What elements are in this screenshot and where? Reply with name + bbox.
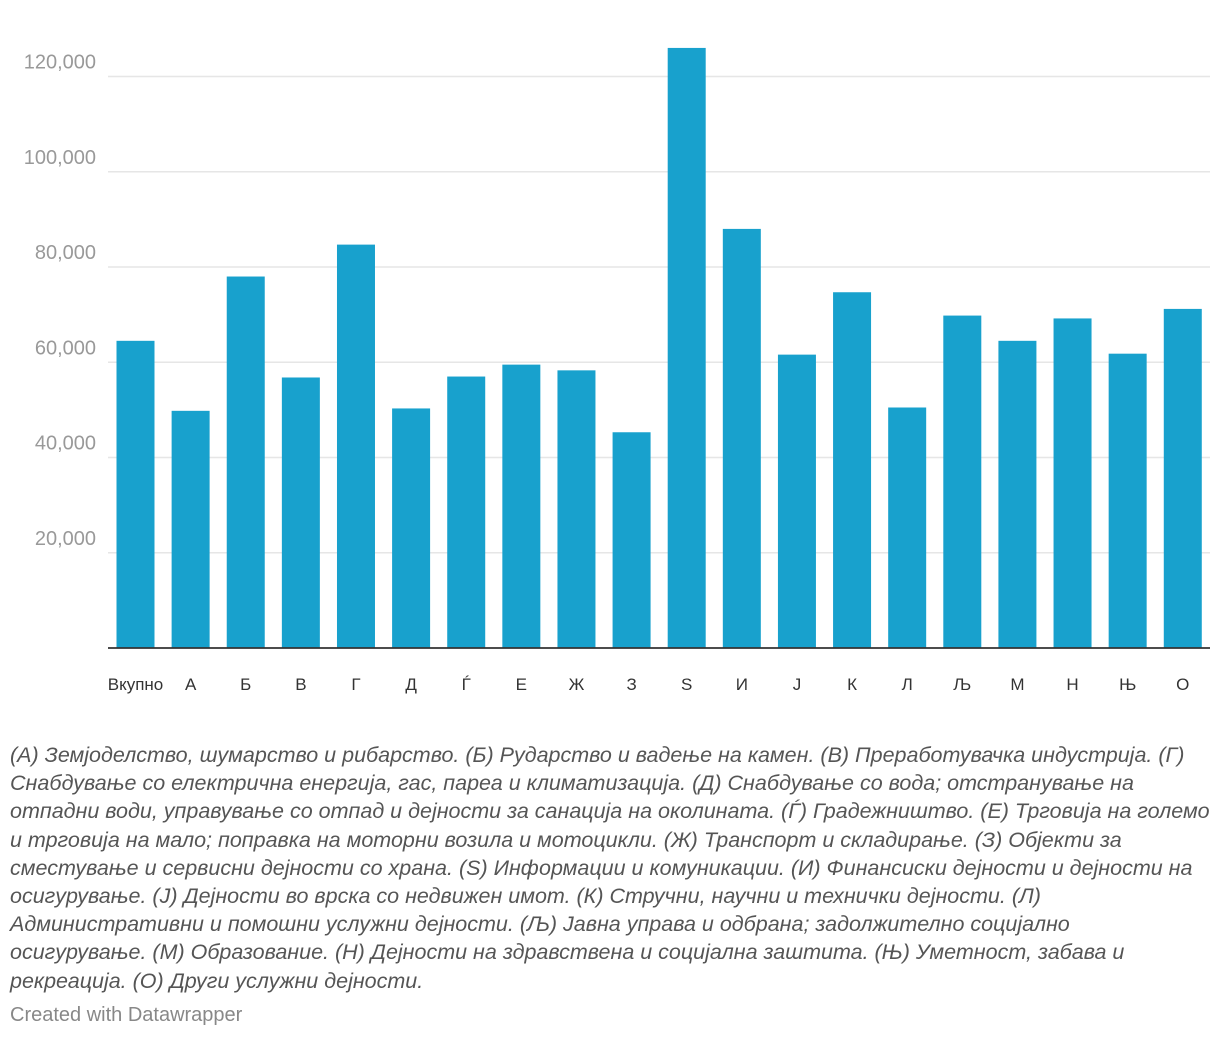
bar-12[interactable]	[777, 354, 816, 648]
y-tick-label: 120,000	[24, 52, 96, 74]
bar-10[interactable]	[667, 47, 706, 649]
x-axis-labels: Вкупно А Б В Г Д Ѓ Е Ж З S И Ј К Л Љ М Н Њ О	[108, 675, 1190, 694]
bar-18[interactable]	[1108, 353, 1147, 648]
bar-4[interactable]	[336, 244, 375, 648]
x-category-label: Љ	[953, 675, 971, 694]
bar-14[interactable]	[888, 407, 927, 648]
datawrapper-credit[interactable]: Created with Datawrapper	[10, 1004, 243, 1026]
x-category-label: Д	[405, 675, 417, 694]
x-category-label: Л	[902, 675, 913, 694]
x-category-label: Ж	[569, 675, 585, 694]
bar-17[interactable]	[1053, 318, 1092, 648]
x-category-label: К	[847, 675, 857, 694]
x-category-label: А	[185, 675, 197, 694]
bar-9[interactable]	[612, 432, 651, 648]
bar-2[interactable]	[226, 276, 265, 648]
bar-15[interactable]	[943, 315, 982, 648]
bars	[116, 47, 1202, 649]
bar-total[interactable]	[116, 340, 155, 648]
x-category-label: Вкупно	[108, 675, 164, 694]
y-tick-label: 100,000	[24, 147, 96, 169]
bar-16[interactable]	[998, 340, 1037, 648]
bar-3[interactable]	[281, 377, 320, 648]
x-category-label: Г	[351, 675, 360, 694]
y-tick-label: 40,000	[35, 433, 96, 455]
bar-19[interactable]	[1163, 308, 1202, 648]
bar-chart: 20,000 40,000 60,000 80,000 100,000 120,000 В…	[24, 47, 1210, 694]
footnote: (А) Земјоделство, шумарство и рибарство.…	[10, 743, 1210, 993]
bar-13[interactable]	[833, 292, 872, 648]
x-category-label: Ѓ	[462, 675, 471, 694]
x-category-label: О	[1176, 675, 1189, 694]
x-category-label: В	[295, 675, 306, 694]
bar-11[interactable]	[722, 228, 761, 648]
y-tick-label: 80,000	[35, 242, 96, 264]
gridlines: 20,000 40,000 60,000 80,000 100,000 120,000	[24, 52, 1210, 554]
x-category-label: Н	[1066, 675, 1078, 694]
bar-1[interactable]	[171, 410, 210, 648]
bar-8[interactable]	[557, 370, 596, 648]
x-category-label: И	[736, 675, 748, 694]
x-category-label: М	[1010, 675, 1024, 694]
bar-6[interactable]	[447, 376, 486, 648]
x-category-label: Е	[516, 675, 527, 694]
x-category-label: Б	[240, 675, 251, 694]
y-tick-label: 60,000	[35, 337, 96, 359]
y-tick-label: 20,000	[35, 528, 96, 550]
bar-5[interactable]	[392, 408, 431, 648]
x-category-label: Њ	[1119, 675, 1136, 694]
x-category-label: З	[626, 675, 636, 694]
bar-7[interactable]	[502, 364, 541, 648]
x-category-label: S	[681, 675, 692, 694]
x-category-label: Ј	[793, 675, 802, 694]
